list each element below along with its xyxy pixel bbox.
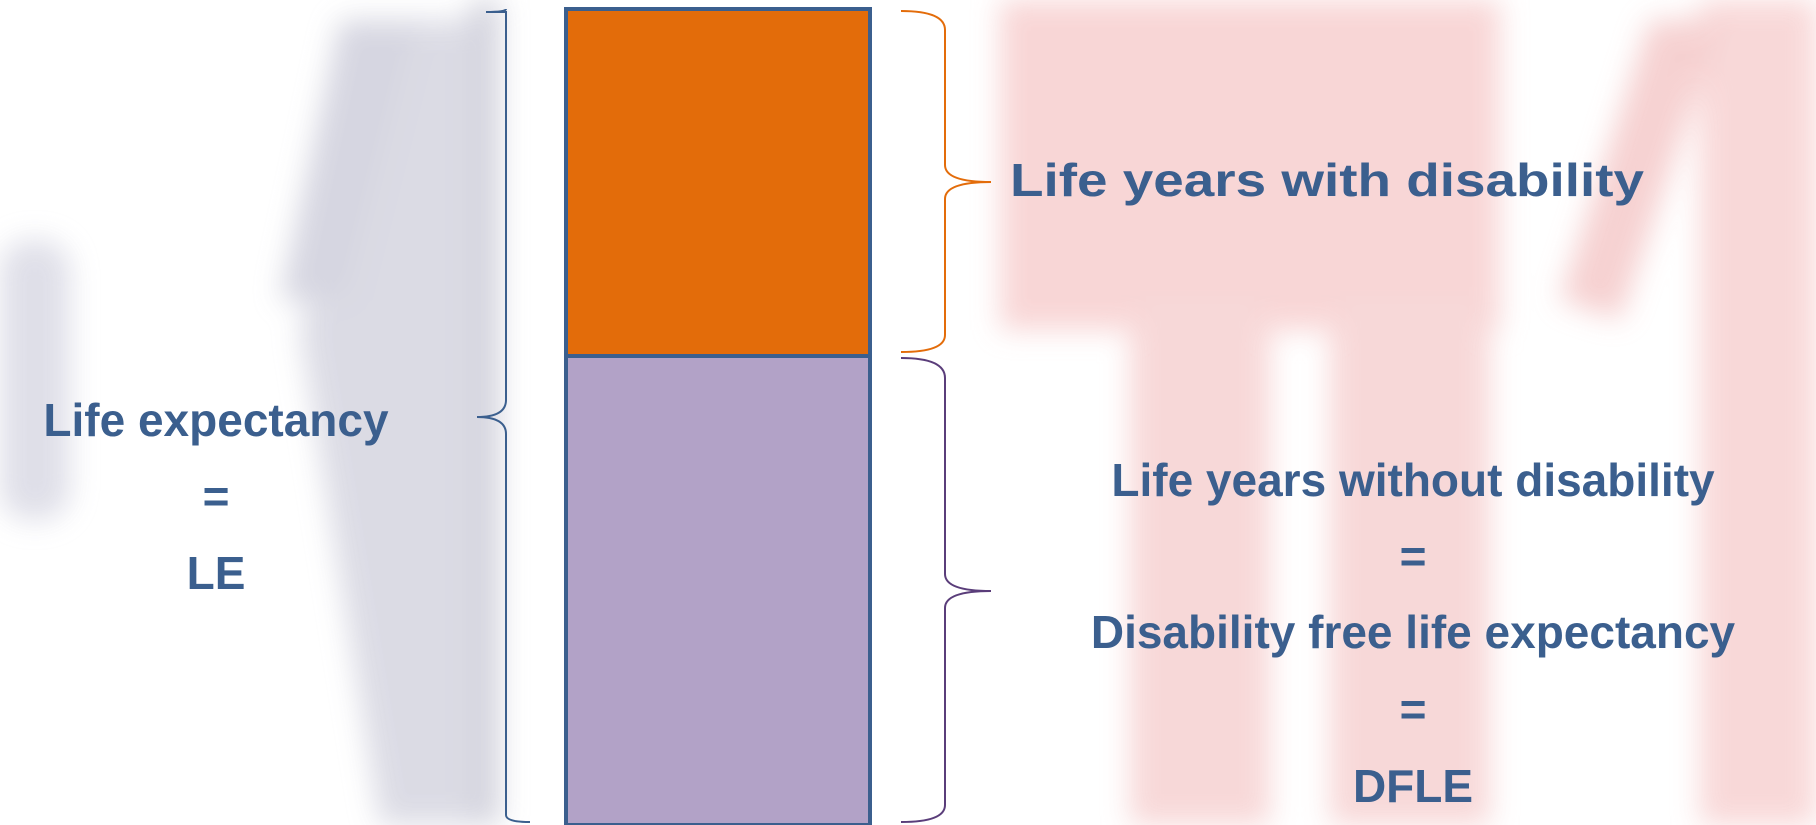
figure-leg <box>1130 300 1270 825</box>
left-label: = <box>203 470 230 522</box>
figure-leg <box>1330 300 1490 825</box>
disability-segment <box>564 7 872 358</box>
bottom-label: DFLE <box>1353 760 1473 812</box>
disability-free-segment <box>564 354 872 825</box>
top-label: Life years with disability <box>1010 154 1644 206</box>
top-brace <box>900 10 992 353</box>
figure-edge <box>470 0 500 825</box>
bottom-label: = <box>1400 530 1427 582</box>
figure-torso <box>1000 0 1500 330</box>
bottom-label: Disability free life expectancy <box>1091 606 1736 658</box>
left-label: Life expectancy <box>43 394 389 446</box>
left-label: LE <box>187 547 246 599</box>
bottom-label: = <box>1400 683 1427 735</box>
figure-arm-right <box>1560 20 1720 320</box>
left-brace <box>476 8 531 823</box>
figure-arm-left <box>280 20 420 300</box>
figure-arm <box>0 240 70 520</box>
bottom-brace <box>900 357 992 823</box>
bottom-label: Life years without disability <box>1111 454 1715 506</box>
figure-right <box>1700 0 1816 825</box>
